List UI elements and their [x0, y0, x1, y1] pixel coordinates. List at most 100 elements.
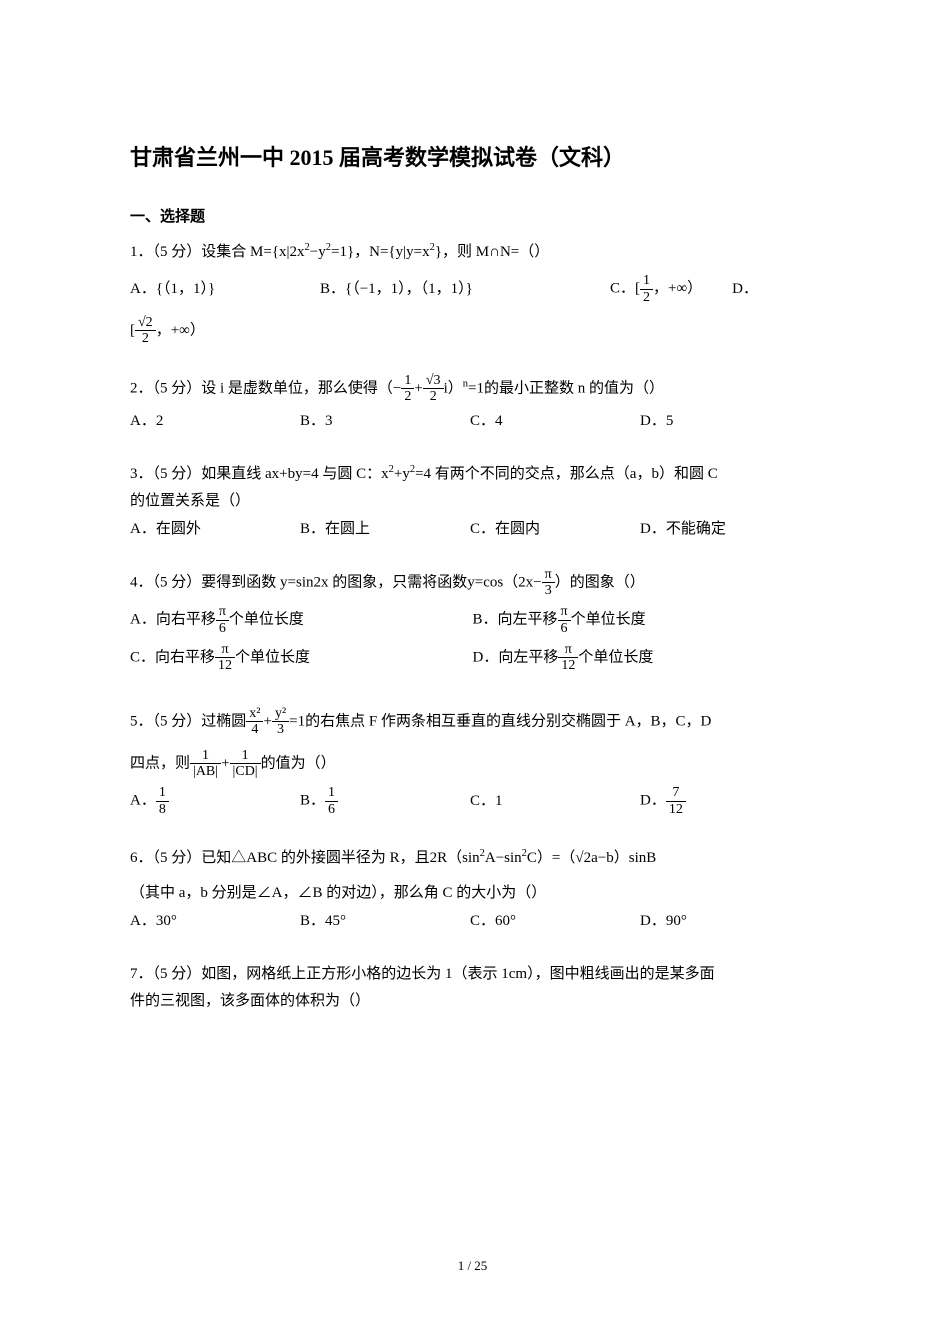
q3-optA: A．在圆外 — [130, 517, 300, 541]
q7-tb: 件的三视图，该多面体的体积为（） — [130, 989, 815, 1013]
question-4: 4．（5 分）要得到函数 y=sin2x 的图象，只需将函数y=cos（2x−π… — [130, 567, 815, 680]
question-2: 2．（5 分）设 i 是虚数单位，那么使得（−12+√32i）n=1的最小正整数… — [130, 373, 815, 433]
q5-optA-den: 8 — [156, 802, 169, 817]
q2-plus: + — [414, 380, 422, 396]
q5-num: 5．（5 分） — [130, 713, 201, 729]
q2-text: 2．（5 分）设 i 是虚数单位，那么使得（−12+√32i）n=1的最小正整数… — [130, 373, 815, 405]
q1-optC-num: 1 — [640, 273, 653, 289]
q4-f1-den: 3 — [542, 583, 555, 598]
q4-optC-frac: π12 — [215, 642, 235, 674]
q4-options: A．向右平移π6个单位长度 B．向左平移π6个单位长度 C．向右平移π12个单位… — [130, 604, 815, 680]
q2-optD: D．5 — [640, 409, 810, 433]
q5-td: 的值为（） — [261, 755, 336, 771]
q1-optD2-frac: √22 — [135, 315, 156, 347]
q5-optA-frac: 18 — [156, 785, 169, 817]
q5-f3-den: |AB| — [190, 764, 221, 779]
q6-text: 6．（5 分）已知△ABC 的外接圆半径为 R，且2R（sin2A−sin2C）… — [130, 843, 815, 873]
q2-f1-num: 1 — [401, 373, 414, 389]
q5-ta: 过椭圆 — [201, 713, 246, 729]
q5-optD-frac: 712 — [666, 785, 686, 817]
q2-f1-den: 2 — [401, 389, 414, 404]
q4-optB-pre: B．向左平移 — [473, 612, 558, 628]
q5-f1: x²4 — [246, 706, 263, 738]
q5-f2-den: 3 — [272, 722, 289, 737]
q1-td: }，则 M∩N=（） — [435, 244, 549, 260]
q6-optB: B．45° — [300, 909, 470, 933]
q1-optD2-num: √2 — [135, 315, 156, 331]
q2-tc: =1的最小正整数 n 的值为（） — [468, 380, 664, 396]
q4-optD-post: 个单位长度 — [578, 649, 653, 665]
q4-optB-frac: π6 — [558, 604, 571, 636]
q1-optA: A．{（1，1）} — [130, 277, 320, 301]
q5-options: A．18 B．16 C．1 D．712 — [130, 785, 815, 817]
page-number: 1 / 25 — [0, 1256, 945, 1277]
q4-text: 4．（5 分）要得到函数 y=sin2x 的图象，只需将函数y=cos（2x−π… — [130, 567, 815, 599]
q6-tb: A−sin — [485, 850, 522, 866]
q1-tc: =1}，N={y|y=x — [331, 244, 430, 260]
q1-optD2-post: ，+∞） — [156, 322, 205, 338]
q5-plus: + — [263, 713, 271, 729]
q6-text2: （其中 a，b 分别是∠A，∠B 的对边），那么角 C 的大小为（） — [130, 881, 815, 905]
q4-optC-pre: C．向右平移 — [130, 649, 215, 665]
q5-f4: 1|CD| — [230, 748, 261, 780]
q5-optD-num: 7 — [666, 785, 686, 801]
q6-optD: D．90° — [640, 909, 810, 933]
q3-optD: D．不能确定 — [640, 517, 810, 541]
q3-tb: +y — [394, 466, 410, 482]
q4-optB-post: 个单位长度 — [571, 612, 646, 628]
q4-optD-pre: D．向左平移 — [473, 649, 559, 665]
q4-optC: C．向右平移π12个单位长度 — [130, 642, 473, 674]
q1-text: 1．（5 分）设集合 M={x|2x2−y2=1}，N={y|y=x2}，则 M… — [130, 237, 815, 267]
q1-tb: −y — [310, 244, 326, 260]
q7-ta: 如图，网格纸上正方形小格的边长为 1（表示 1cm），图中粗线画出的是某多面 — [201, 966, 714, 982]
q1-optD: D． — [732, 277, 758, 301]
q1-optD2-den: 2 — [135, 331, 156, 346]
q5-f2: y²3 — [272, 706, 289, 738]
q4-optA-num: π — [216, 604, 229, 620]
q2-tb: i） — [444, 380, 463, 396]
q2-optA: A．2 — [130, 409, 300, 433]
q6-num: 6．（5 分） — [130, 850, 201, 866]
q3-ta: 如果直线 ax+by=4 与圆 C：x — [201, 466, 388, 482]
q6-options: A．30° B．45° C．60° D．90° — [130, 909, 815, 933]
q4-tb: ）的图象（） — [555, 574, 645, 590]
question-6: 6．（5 分）已知△ABC 的外接圆半径为 R，且2R（sin2A−sin2C）… — [130, 843, 815, 933]
question-5: 5．（5 分）过椭圆x²4+y²3=1的右焦点 F 作两条相互垂直的直线分别交椭… — [130, 706, 815, 817]
q5-optB: B．16 — [300, 785, 470, 817]
q5-optB-frac: 16 — [325, 785, 338, 817]
q1-optB: B．{（−1，1），（1，1）} — [320, 277, 610, 301]
q7-num: 7．（5 分） — [130, 966, 201, 982]
q4-optD: D．向左平移π12个单位长度 — [473, 642, 816, 674]
q5-f1-num: x² — [246, 706, 263, 722]
q5-text: 5．（5 分）过椭圆x²4+y²3=1的右焦点 F 作两条相互垂直的直线分别交椭… — [130, 706, 815, 738]
q4-f1: π3 — [542, 567, 555, 599]
q2-f2: √32 — [423, 373, 444, 405]
q4-optD-den: 12 — [558, 658, 578, 673]
q4-optB-den: 6 — [558, 621, 571, 636]
q2-ta: 设 i 是虚数单位，那么使得（− — [201, 380, 401, 396]
q2-f1: 12 — [401, 373, 414, 405]
q4-ta: 要得到函数 y=sin2x 的图象，只需将函数y=cos（2x− — [201, 574, 541, 590]
q2-num: 2．（5 分） — [130, 380, 201, 396]
q4-optA: A．向右平移π6个单位长度 — [130, 604, 473, 636]
q5-optD-den: 12 — [666, 802, 686, 817]
q5-optC: C．1 — [470, 789, 640, 813]
q5-f3: 1|AB| — [190, 748, 221, 780]
q4-optC-den: 12 — [215, 658, 235, 673]
q3-optB: B．在圆上 — [300, 517, 470, 541]
q6-tc: C）=（√2a−b）sinB — [527, 850, 656, 866]
q5-tb: =1的右焦点 F 作两条相互垂直的直线分别交椭圆于 A，B，C，D — [289, 713, 711, 729]
q5-f4-den: |CD| — [230, 764, 261, 779]
q5-optB-den: 6 — [325, 802, 338, 817]
q5-text2: 四点，则1|AB|+1|CD|的值为（） — [130, 748, 815, 780]
q3-text2: 的位置关系是（） — [130, 489, 815, 513]
q5-optD: D．712 — [640, 785, 810, 817]
q4-optA-frac: π6 — [216, 604, 229, 636]
q3-options: A．在圆外 B．在圆上 C．在圆内 D．不能确定 — [130, 517, 815, 541]
q4-num: 4．（5 分） — [130, 574, 201, 590]
q6-optC: C．60° — [470, 909, 640, 933]
q2-f2-num: √3 — [423, 373, 444, 389]
q2-optC: C．4 — [470, 409, 640, 433]
q1-optC: C．[12，+∞） — [610, 273, 702, 305]
q1-optC-den: 2 — [640, 290, 653, 305]
